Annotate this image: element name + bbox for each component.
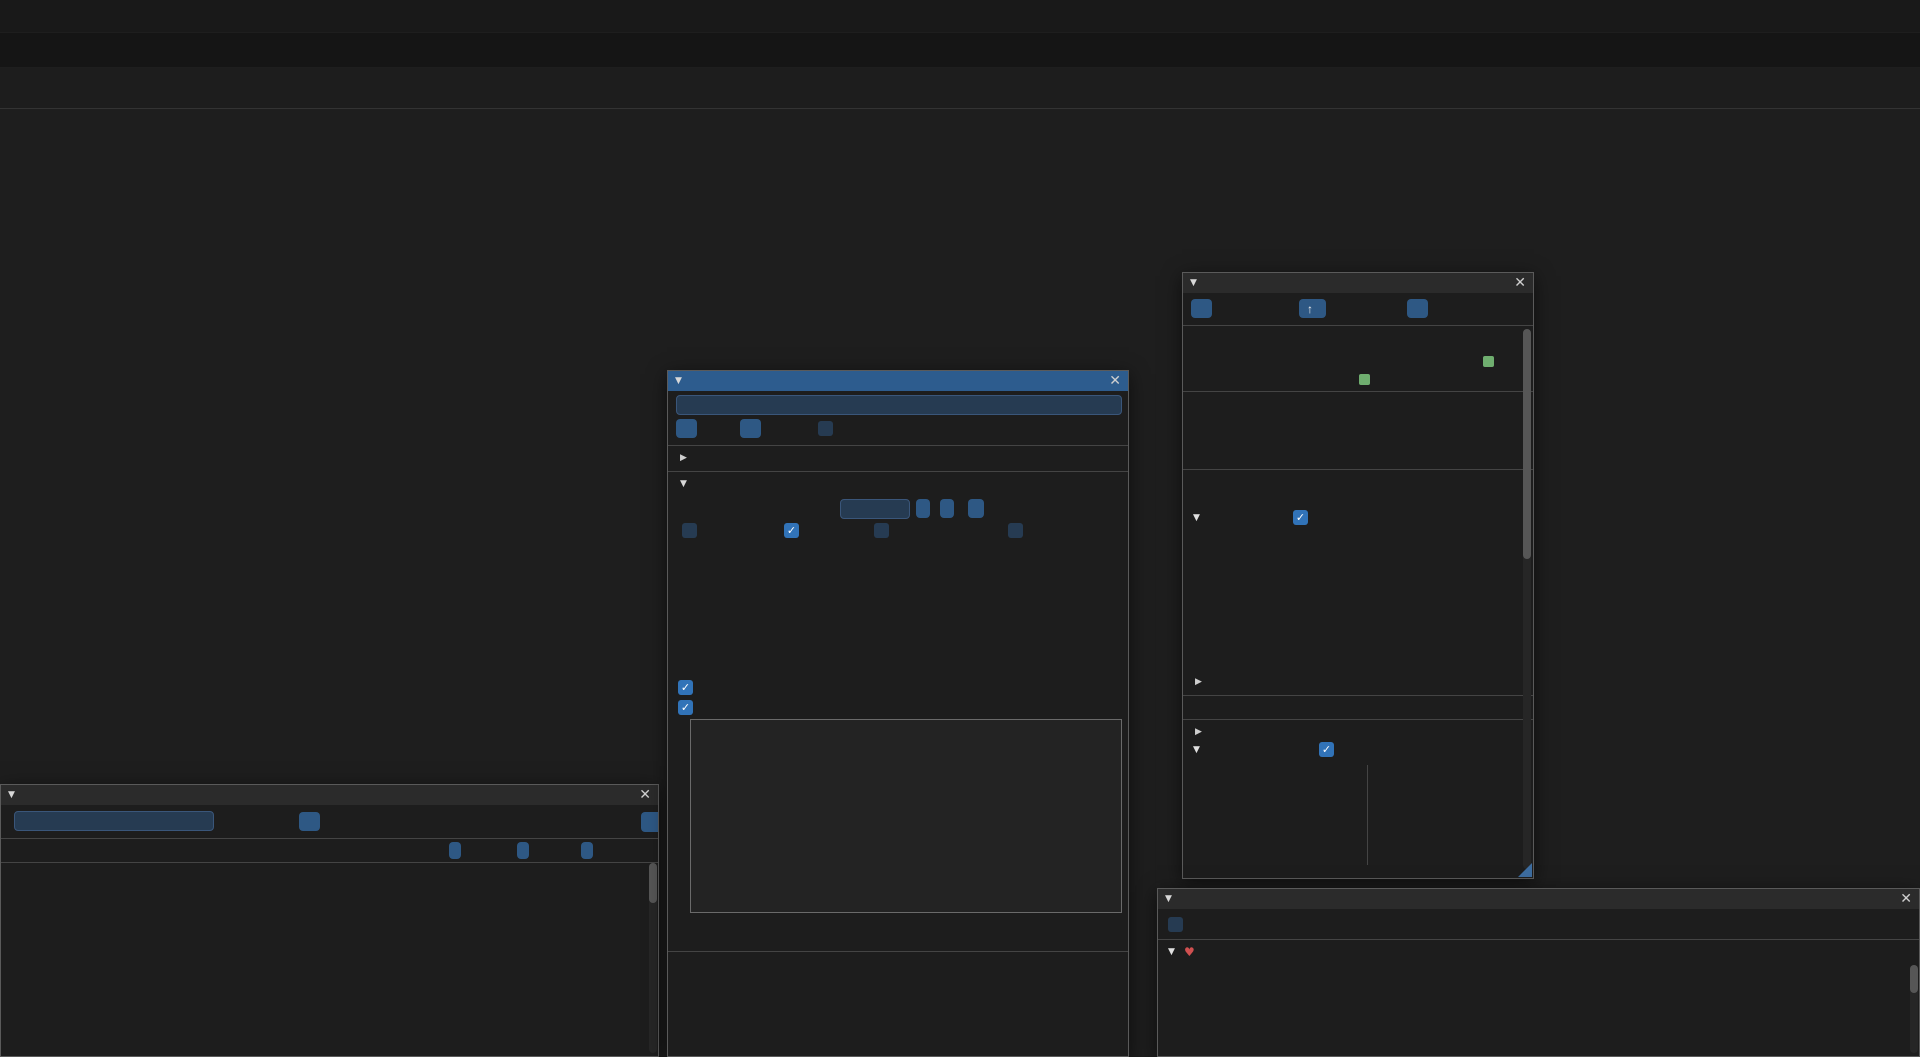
find-zone-titlebar[interactable]: ▼ ✕ — [668, 371, 1128, 391]
statistics-button[interactable] — [1407, 299, 1428, 318]
time-ruler — [0, 68, 1920, 109]
zoom-to-zone-button[interactable] — [1191, 299, 1212, 318]
close-icon[interactable]: ✕ — [1109, 373, 1121, 389]
frame-markers — [0, 109, 1920, 127]
reset-button[interactable] — [968, 499, 984, 518]
collapse-icon[interactable]: ▼ — [8, 790, 15, 800]
total-time-line — [678, 547, 686, 561]
collapse-icon[interactable]: ▼ — [675, 376, 682, 386]
clear-filter-button[interactable] — [299, 812, 320, 831]
expand-icon[interactable]: ▶ — [1195, 727, 1202, 737]
plus-button[interactable] — [940, 499, 954, 518]
ignore-case-checkbox[interactable] — [818, 421, 833, 436]
filter-zones-input[interactable] — [14, 811, 214, 831]
memory-titlebar[interactable]: ▼ ✕ — [1158, 889, 1919, 909]
frame-overview-strip[interactable] — [0, 33, 1920, 67]
average-time-line — [678, 569, 697, 583]
self-time-checkbox[interactable] — [1008, 523, 1023, 538]
group-average-checkbox[interactable]: ✓ — [678, 700, 693, 715]
find-zone-input[interactable] — [676, 395, 1122, 415]
thread-color-swatch — [1359, 374, 1370, 385]
up-arrow-icon: ↑ — [1307, 301, 1313, 316]
collapse-icon[interactable]: ▼ — [680, 479, 687, 489]
find-button[interactable] — [676, 419, 697, 438]
statistics-titlebar[interactable]: ▼ ✕ — [1, 785, 658, 805]
col-mtpc-button[interactable] — [581, 842, 593, 859]
toolbar — [0, 0, 1920, 32]
collapse-icon[interactable]: ▼ — [1168, 947, 1175, 957]
log-time-checkbox[interactable]: ✓ — [784, 523, 799, 538]
min-values-input[interactable] — [840, 499, 910, 519]
expand-icon[interactable]: ▶ — [680, 453, 687, 463]
go-to-parent-button[interactable]: ↑ — [1299, 299, 1326, 318]
statistics-window: ▼ ✕ — [0, 784, 659, 1057]
zone-info-window: ▼ ✕ ↑ ▼ ✓ — [1182, 272, 1534, 879]
minus-button[interactable] — [916, 499, 930, 518]
cut-off-button[interactable] — [641, 812, 658, 832]
collapse-icon[interactable]: ▼ — [1165, 894, 1172, 904]
memory-window: ▼ ✕ ▼ ♥ — [1157, 888, 1920, 1057]
col-total-time-button[interactable] — [449, 842, 461, 859]
relative-time-checkbox[interactable]: ✓ — [1293, 510, 1308, 525]
close-icon[interactable]: ✕ — [1514, 275, 1526, 291]
average-time-checkbox[interactable]: ✓ — [678, 680, 693, 695]
median-time-swatch — [746, 678, 757, 689]
clear-button[interactable] — [740, 419, 761, 438]
collapse-icon[interactable]: ▼ — [1193, 513, 1200, 523]
legend-row-2: ✓ — [678, 697, 751, 715]
expand-icon[interactable]: ▶ — [1195, 677, 1202, 687]
heart-icon: ♥ — [1184, 945, 1195, 959]
zone-info-scrollbar[interactable] — [1523, 329, 1531, 869]
legend-row-1: ✓ — [678, 677, 761, 695]
group-average-line — [678, 657, 686, 671]
collapse-icon[interactable]: ▼ — [1193, 745, 1200, 755]
close-icon[interactable]: ✕ — [639, 787, 651, 803]
cumulate-time-checkbox[interactable] — [874, 523, 889, 538]
restrict-time-checkbox[interactable] — [1168, 917, 1183, 932]
group-children-checkbox[interactable]: ✓ — [1319, 742, 1334, 757]
group-average-swatch — [703, 698, 714, 709]
collapse-icon[interactable]: ▼ — [1190, 278, 1197, 288]
statistics-scrollbar[interactable] — [649, 863, 657, 1053]
group-median-swatch — [736, 698, 747, 709]
close-icon[interactable]: ✕ — [1900, 891, 1912, 907]
col-counts-button[interactable] — [517, 842, 529, 859]
resize-grip[interactable] — [1518, 863, 1532, 877]
histogram-plot[interactable] — [690, 719, 1122, 913]
find-zone-window: ▼ ✕ ▶ ▼ ✓ — [667, 370, 1129, 1057]
memory-scrollbar[interactable] — [1910, 965, 1918, 1053]
average-time-swatch — [703, 678, 714, 689]
zone-info-titlebar[interactable]: ▼ ✕ — [1183, 273, 1533, 293]
location-color-swatch — [1483, 356, 1494, 367]
log-values-checkbox[interactable] — [682, 523, 697, 538]
